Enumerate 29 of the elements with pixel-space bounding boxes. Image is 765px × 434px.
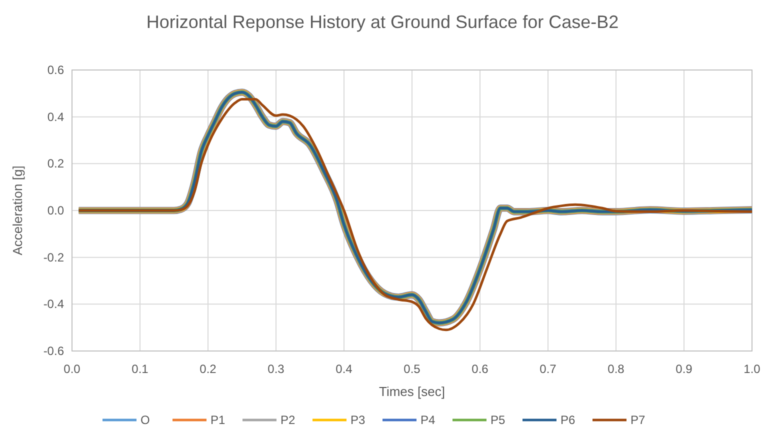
y-tick-label: 0.0 — [47, 204, 64, 218]
x-tick-label: 0.0 — [64, 362, 81, 376]
legend-label: P5 — [490, 413, 506, 427]
x-tick-label: 0.2 — [200, 362, 217, 376]
y-tick-label: 0.6 — [47, 63, 64, 77]
x-tick-label: 0.5 — [404, 362, 421, 376]
legend-label: P2 — [280, 413, 296, 427]
legend-label: O — [140, 413, 150, 427]
x-tick-label: 0.4 — [336, 362, 353, 376]
y-axis-title: Acceleration [g] — [10, 166, 25, 256]
y-tick-label: -0.4 — [43, 297, 64, 312]
x-tick-label: 0.1 — [132, 362, 149, 376]
x-tick-label: 0.8 — [608, 362, 625, 376]
y-tick-label: -0.6 — [43, 344, 64, 358]
x-tick-label: 0.6 — [472, 362, 489, 376]
x-axis-title: Times [sec] — [379, 384, 445, 399]
y-tick-label: 0.2 — [47, 156, 64, 171]
y-tick-label: 0.4 — [47, 110, 64, 124]
y-tick-label: -0.2 — [43, 250, 64, 264]
x-tick-label: 1.0 — [744, 362, 761, 376]
legend-label: P1 — [210, 413, 226, 427]
chart-title: Horizontal Reponse History at Ground Surface for Case-B2 — [146, 12, 619, 32]
legend-label: P4 — [420, 413, 436, 427]
x-tick-label: 0.7 — [540, 362, 557, 376]
x-tick-label: 0.3 — [268, 362, 285, 376]
legend-label: P3 — [350, 413, 366, 427]
legend-label: P6 — [560, 413, 576, 427]
x-tick-label: 0.9 — [676, 362, 693, 376]
legend-label: P7 — [630, 413, 646, 427]
